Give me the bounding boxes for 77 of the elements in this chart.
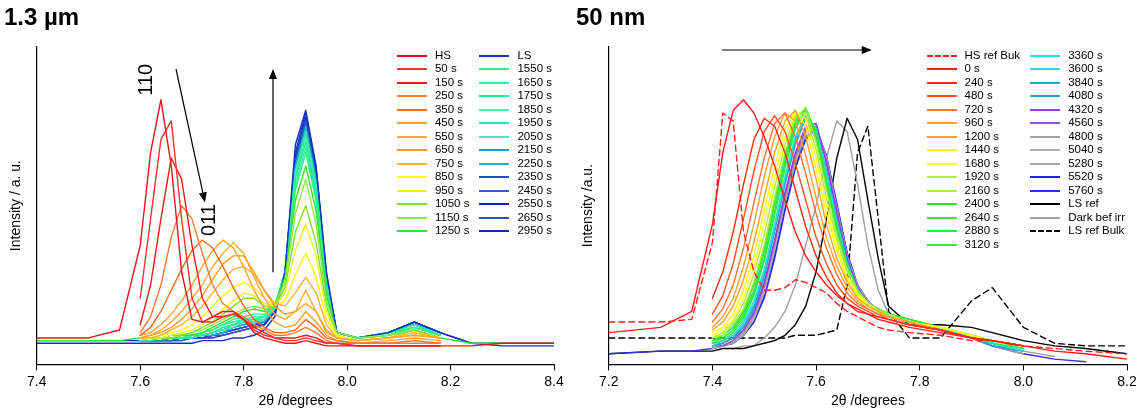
legend-label: 3120 s [964, 237, 1000, 252]
legend-label: LS [517, 48, 532, 63]
legend-label: 50 s [434, 62, 457, 76]
x-tick-label: 7.8 [233, 372, 254, 389]
legend-label: 2150 s [517, 143, 552, 157]
legend-label: 4080 s [1068, 89, 1103, 103]
x-tick-label: 7.4 [702, 372, 723, 389]
chart-title: 1.3 µm [4, 3, 80, 31]
legend-label: 850 s [434, 170, 464, 184]
x-axis-title: 2θ /degrees [830, 392, 905, 409]
legend-label: 960 s [964, 116, 993, 130]
legend-label: 1920 s [964, 170, 1000, 184]
x-tick-label: 8.0 [337, 372, 358, 389]
legend-label: 750 s [434, 156, 464, 171]
legend-label: 2950 s [517, 224, 552, 238]
y-axis-title: Intensity /a.u. [579, 163, 596, 248]
legend-label: 2160 s [964, 183, 1000, 198]
legend-label: 2050 s [517, 129, 552, 144]
legend-label: 2640 s [964, 210, 1000, 225]
x-tick-label: 7.2 [599, 372, 619, 389]
legend-label: 150 s [434, 75, 464, 90]
legend-label: 5280 s [1068, 156, 1103, 171]
legend-label: HS ref Buk [964, 48, 1021, 63]
chart-title: 50 nm [576, 3, 646, 31]
x-tick-label: 7.8 [909, 372, 930, 389]
legend-label: 2450 s [517, 183, 552, 198]
legend-label: 1680 s [964, 156, 1000, 171]
legend-label: 2400 s [964, 197, 1000, 211]
x-tick-label: 7.4 [27, 372, 47, 389]
legend-label: 5520 s [1068, 170, 1103, 184]
x-tick-label: 7.6 [806, 372, 827, 389]
legend-label: 1850 s [517, 102, 552, 117]
y-axis-title: Intensity / a. u. [7, 160, 24, 252]
x-tick-label: 7.6 [130, 372, 151, 389]
legend-label: 950 s [434, 183, 464, 198]
legend-label: LS ref Bulk [1068, 224, 1125, 238]
legend-label: 550 s [434, 129, 464, 144]
x-axis-title: 2θ /degrees [258, 392, 333, 409]
legend-label: 240 s [964, 75, 993, 90]
legend-label: 3360 s [1068, 48, 1103, 63]
legend-label: 5760 s [1068, 183, 1103, 198]
legend-label: 2650 s [517, 210, 552, 225]
legend-label: 3600 s [1068, 62, 1103, 76]
x-tick-label: 8.4 [544, 372, 564, 389]
legend-label: 1050 s [434, 197, 470, 211]
legend-label: 1200 s [964, 129, 1000, 144]
legend-label: 3840 s [1068, 75, 1103, 90]
annotation: 011 [196, 204, 219, 237]
legend-label: 650 s [434, 143, 464, 157]
legend-label: 350 s [434, 102, 464, 117]
legend-label: 1250 s [434, 224, 470, 238]
legend-label: 4320 s [1068, 102, 1103, 117]
legend-label: 720 s [964, 102, 993, 117]
legend-label: 4800 s [1068, 129, 1103, 144]
legend-label: Dark bef irr [1068, 210, 1125, 225]
annotation: 110 [134, 63, 157, 96]
legend-label: 1950 s [517, 116, 552, 130]
legend-label: 0 s [964, 62, 980, 76]
legend-label: 1550 s [517, 62, 552, 76]
legend-label: 2250 s [517, 156, 552, 171]
legend-label: 1440 s [964, 143, 1000, 157]
legend-label: LS ref [1068, 197, 1099, 211]
legend-label: 480 s [964, 89, 993, 103]
legend-label: 1150 s [434, 210, 469, 225]
legend-label: 450 s [434, 116, 464, 130]
legend-label: 2880 s [964, 224, 1000, 238]
legend-label: 5040 s [1068, 143, 1103, 157]
x-tick-label: 8.2 [1117, 372, 1137, 389]
legend-label: HS [434, 48, 451, 63]
legend-label: 2550 s [517, 197, 552, 211]
legend-label: 2350 s [517, 170, 552, 184]
legend-label: 1650 s [517, 75, 552, 90]
x-tick-label: 8.0 [1013, 372, 1034, 389]
legend-label: 250 s [434, 89, 464, 103]
x-tick-label: 8.2 [440, 372, 461, 389]
legend-label: 4560 s [1068, 116, 1103, 130]
legend-label: 1750 s [517, 89, 552, 103]
